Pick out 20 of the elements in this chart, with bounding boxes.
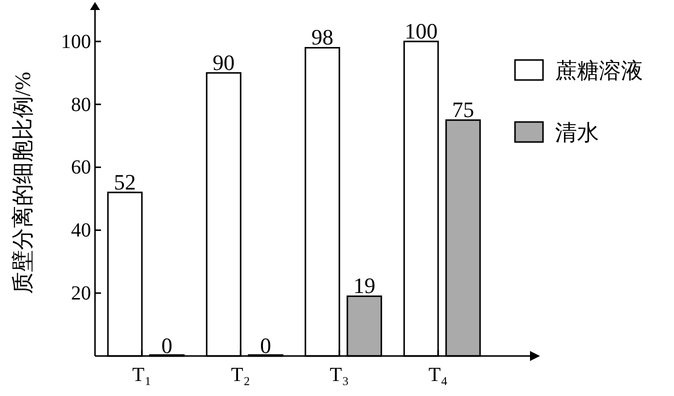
y-axis-title: 质壁分离的细胞比例/% [10,72,35,294]
legend-label: 蔗糖溶液 [555,58,643,83]
y-tick-label: 40 [71,220,91,242]
x-tick-label: T₄ [428,364,448,386]
x-tick-label: T₁ [132,364,152,386]
y-tick-label: 100 [61,30,91,53]
data-label: 19 [353,273,376,298]
legend-label: 清水 [555,120,599,145]
data-label: 0 [260,333,272,358]
data-label: 100 [404,18,438,44]
data-label: 75 [452,97,474,122]
x-tick-label: T₃ [330,364,349,386]
data-label: 98 [311,24,334,50]
y-tick-label: 60 [71,156,91,179]
x-tick-label: T₂ [231,364,250,386]
data-label: 52 [114,169,136,194]
data-label: 0 [161,333,172,358]
data-label: 90 [212,50,235,75]
y-tick-label: 20 [71,282,91,304]
y-tick-label: 80 [71,94,91,116]
